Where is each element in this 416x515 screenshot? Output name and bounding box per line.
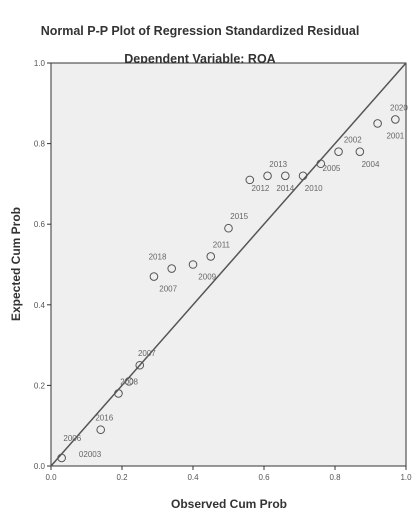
y-tick-label: 0.2	[34, 381, 46, 390]
data-point	[355, 147, 365, 156]
x-axis-title: Observed Cum Prob	[171, 497, 287, 511]
point-label: 2010	[305, 184, 323, 193]
x-tick-label: 0.8	[329, 473, 341, 482]
x-tick-label: 0.0	[45, 473, 57, 482]
point-label: 2008	[120, 377, 138, 386]
data-point	[149, 272, 159, 281]
data-point	[206, 252, 216, 261]
axis-ticks: 0.0 0.2 0.4 0.6 0.8 1.0 0.0 0.2 0.4 0.6 0.8 1.0	[34, 59, 412, 482]
data-point	[224, 223, 233, 233]
data-point	[316, 159, 326, 169]
data-point	[263, 171, 272, 181]
point-labels: 02003 2006 2016 2008 2007 2018 2007 2009 2011 201…	[63, 103, 408, 459]
y-tick-label: 0.4	[34, 301, 46, 310]
data-point	[334, 147, 343, 156]
x-tick-label: 0.2	[116, 473, 128, 482]
data-point	[373, 119, 382, 128]
y-axis-title: Expected Cum Prob	[9, 207, 23, 321]
point-label: 2007	[138, 349, 156, 358]
x-tick-label: 1.0	[400, 473, 412, 482]
x-tick-label: 0.6	[258, 473, 270, 482]
point-label: 2002	[344, 136, 362, 145]
data-point	[391, 115, 400, 124]
y-tick-label: 0.8	[34, 140, 46, 149]
data-point	[96, 425, 105, 435]
point-label: 2014	[276, 184, 294, 193]
point-label: 2018	[149, 252, 167, 261]
point-label: 2013	[269, 160, 287, 169]
point-label: 2012	[252, 184, 270, 193]
data-point	[167, 264, 176, 273]
point-label: 2007	[159, 285, 177, 294]
point-label: 2016	[95, 414, 113, 423]
data-point	[245, 175, 255, 185]
point-label: 2001	[386, 132, 404, 141]
data-point	[135, 360, 145, 370]
data-point	[281, 171, 290, 181]
point-label: 2020	[390, 103, 408, 112]
point-label: 2005	[323, 164, 341, 173]
point-label: 2011	[213, 240, 231, 249]
y-tick-label: 0.6	[34, 220, 46, 229]
data-points	[57, 115, 400, 463]
data-point	[124, 377, 134, 386]
data-point	[298, 171, 308, 181]
data-point	[188, 260, 198, 269]
point-label: 2009	[198, 273, 216, 282]
point-label: 2006	[63, 434, 81, 443]
x-tick-label: 0.4	[187, 473, 199, 482]
reference-line	[50, 62, 407, 467]
point-label: 2015	[230, 212, 248, 221]
point-label: 02003	[79, 450, 102, 459]
data-point	[114, 389, 123, 398]
chart-title: Normal P-P Plot of Regression Standardiz…	[41, 24, 360, 38]
y-tick-label: 0.0	[34, 462, 46, 471]
data-point	[57, 453, 66, 463]
point-label: 2004	[362, 160, 380, 169]
y-tick-label: 1.0	[34, 59, 46, 68]
